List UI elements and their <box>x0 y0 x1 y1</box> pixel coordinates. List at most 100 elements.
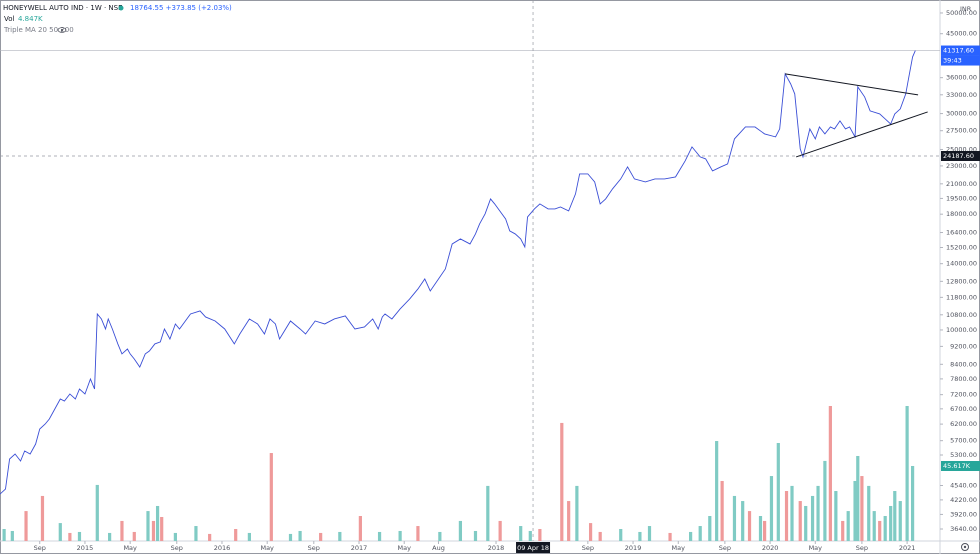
volume-bar <box>146 511 150 541</box>
x-tick-label: Sep <box>582 544 594 552</box>
price-line <box>0 50 916 495</box>
volume-bar <box>619 528 623 541</box>
volume-last-text: 45.617K <box>943 462 971 470</box>
y-tick-label: 18000.00 <box>946 210 977 218</box>
y-tick-label: 15200.00 <box>946 243 977 251</box>
vol-label: Vol <box>4 15 15 23</box>
y-tick-label: 9200.00 <box>950 342 977 350</box>
volume-bar <box>319 532 323 541</box>
volume-bar <box>856 455 860 541</box>
volume-bar <box>288 533 293 541</box>
volume-bar <box>58 523 62 541</box>
y-tick-label: 23000.00 <box>946 162 977 170</box>
x-tick-label: May <box>672 544 686 552</box>
x-tick-label: May <box>260 544 274 552</box>
y-tick-label: 19500.00 <box>946 194 977 202</box>
volume-bar <box>715 441 719 541</box>
y-tick-label: 21000.00 <box>946 180 977 188</box>
y-tick-label: 30000.00 <box>946 110 977 118</box>
y-tick-label: 10800.00 <box>946 311 977 319</box>
chart-title: HONEYWELL AUTO IND · 1W · NSE <box>3 4 123 12</box>
eye-outline <box>57 27 67 33</box>
volume-bar <box>234 528 238 541</box>
volume-bar <box>758 516 763 541</box>
volume-bar <box>298 530 302 541</box>
volume-bar <box>790 485 794 541</box>
y-tick-label: 14000.00 <box>946 260 977 268</box>
volume-bar <box>834 491 838 541</box>
last-price-text: 41317.60 <box>943 47 974 55</box>
volume-bar <box>40 495 45 541</box>
volume-bar <box>878 520 882 541</box>
volume-bar <box>893 491 897 541</box>
y-tick-label: 6200.00 <box>950 420 977 428</box>
x-tick-label: Sep <box>308 544 320 552</box>
volume-bar <box>155 505 160 541</box>
volume-bar <box>160 516 164 541</box>
y-tick-label: 50000.00 <box>946 9 977 17</box>
trendline <box>785 73 919 96</box>
y-tick-label: 16400.00 <box>946 229 977 237</box>
y-tick-label: 33000.00 <box>946 91 977 99</box>
volume-bar <box>438 531 442 541</box>
y-tick-label: 5300.00 <box>950 451 977 459</box>
volume-bar <box>95 484 99 541</box>
volume-bar <box>24 511 28 541</box>
crosshair-date-box <box>516 542 551 553</box>
volume-bar <box>872 511 876 541</box>
volume-bar <box>528 530 532 541</box>
volume-bar <box>598 531 602 541</box>
eye-pupil <box>60 28 64 32</box>
volume-bar <box>132 531 136 541</box>
volume-bar <box>538 528 542 541</box>
volume-bar <box>194 526 198 541</box>
eye-icon[interactable] <box>57 27 67 33</box>
y-tick-label: 7200.00 <box>950 391 977 399</box>
volume-bar <box>698 526 702 541</box>
y-tick-label: 12800.00 <box>946 277 977 285</box>
volume-bar <box>647 526 652 541</box>
currency: INR <box>960 5 972 13</box>
x-tick-label: 2019 <box>625 544 642 552</box>
volume-bar <box>853 480 857 541</box>
y-tick-label: 25000.00 <box>946 145 977 153</box>
volume-bar <box>741 501 745 541</box>
x-tick-label: Sep <box>171 544 183 552</box>
x-tick-label: Sep <box>719 544 731 552</box>
volume-bar <box>567 501 571 541</box>
x-tick-label: May <box>809 544 823 552</box>
y-tick-label: 10000.00 <box>946 326 977 334</box>
volume-bar <box>269 453 273 541</box>
volume-bar <box>151 520 156 541</box>
y-tick-label: 11800.00 <box>946 293 977 301</box>
volume-bar <box>898 501 902 541</box>
y-tick-label: 8400.00 <box>950 360 977 368</box>
volume-bar <box>77 531 82 541</box>
x-tick-label: 2016 <box>214 544 231 552</box>
settings-icon[interactable] <box>961 543 969 551</box>
volume-bar <box>816 485 820 541</box>
volume-bar <box>823 460 827 541</box>
volume-bar <box>208 533 212 541</box>
volume-bar <box>841 520 845 541</box>
volume-bar <box>473 530 478 541</box>
volume-bar <box>416 526 420 541</box>
volume-bar <box>498 520 502 541</box>
volume-bar <box>519 526 523 541</box>
gear-ring <box>961 543 969 551</box>
volume-bar <box>720 480 724 541</box>
x-tick-label: Aug <box>432 544 445 552</box>
y-tick-label: 45000.00 <box>946 30 977 38</box>
crosshair-price-box <box>941 150 980 161</box>
gear-hub <box>963 545 967 549</box>
volume-last-box <box>941 460 980 471</box>
crosshair-price-text: 24187.60 <box>943 152 974 160</box>
volume-bar <box>358 516 362 541</box>
volume-bar <box>247 532 251 541</box>
volume-bar <box>398 530 402 541</box>
volume-bar <box>458 520 463 541</box>
crosshair-date-text: 09 Apr 18 <box>517 544 549 552</box>
